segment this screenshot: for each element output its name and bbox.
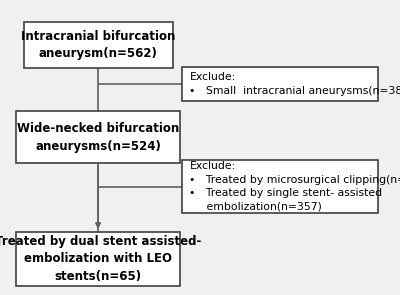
Text: Intracranial bifurcation
aneurysm(n=562): Intracranial bifurcation aneurysm(n=562) [21, 30, 175, 60]
Bar [24, 22, 172, 68]
Bar [182, 160, 378, 213]
Text: Exclude:
•   Treated by microsurgical clipping(n=102)
•   Treated by single sten: Exclude: • Treated by microsurgical clip… [190, 161, 400, 212]
Text: Wide-necked bifurcation
aneurysms(n=524): Wide-necked bifurcation aneurysms(n=524) [17, 122, 179, 153]
Text: Treated by dual stent assisted-
embolization with LEO
stents(n=65): Treated by dual stent assisted- emboliza… [0, 235, 201, 283]
Bar [16, 232, 180, 286]
Text: Exclude:
•   Small  intracranial aneurysms(n=38): Exclude: • Small intracranial aneurysms(… [190, 72, 400, 96]
Bar [182, 67, 378, 101]
Bar [16, 111, 180, 163]
